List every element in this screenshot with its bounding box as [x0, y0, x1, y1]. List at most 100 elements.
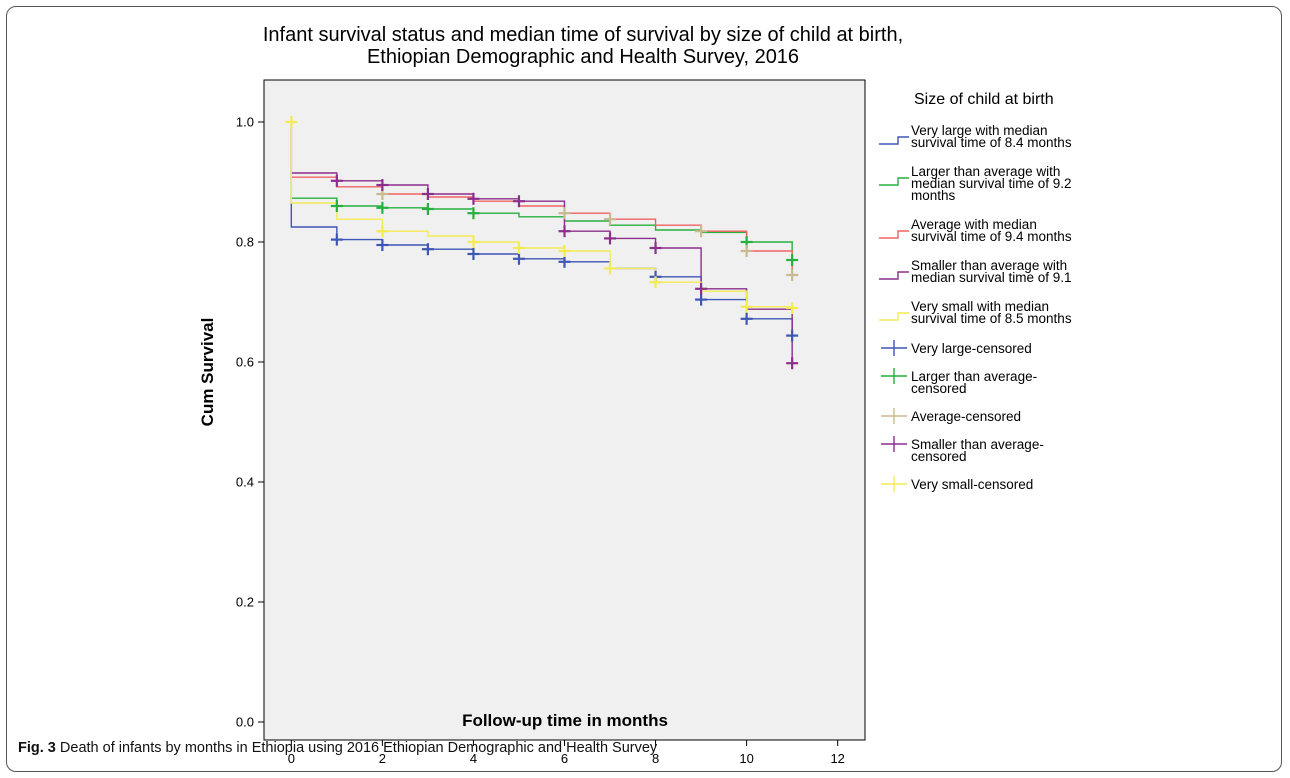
censored-marker	[786, 269, 799, 281]
legend-label: Average with median	[911, 217, 1037, 232]
censored-marker	[421, 243, 434, 256]
legend-label: months	[911, 188, 956, 203]
censored-marker	[740, 300, 753, 313]
figure-caption-label: Fig. 3	[18, 740, 56, 756]
censored-marker	[786, 302, 799, 314]
censored-marker	[512, 242, 525, 254]
censored-marker	[558, 245, 571, 257]
x-tick-label: 4	[470, 751, 477, 766]
x-tick-label: 6	[561, 751, 568, 766]
legend-label: censored	[911, 449, 967, 464]
censored-marker	[604, 232, 617, 245]
y-axis-title: Cum Survival	[198, 318, 217, 427]
legend-label: Average-censored	[911, 409, 1021, 424]
censored-marker	[649, 242, 662, 254]
survival-curve-3	[290, 122, 793, 275]
legend-label: survival time of 8.4 months	[911, 135, 1072, 150]
chart-title-line-2: Ethiopian Demographic and Health Survey,…	[367, 46, 799, 68]
legend-item-censored-5: Very small-censored	[881, 476, 1033, 492]
legend-step-symbol	[879, 177, 909, 186]
figure-caption: Fig. 3 Death of infants by months in Eth…	[18, 740, 657, 756]
legend-label: median survival time of 9.1	[911, 270, 1072, 285]
censored-marker	[330, 233, 343, 246]
censored-marker	[604, 262, 617, 275]
legend-step-symbol	[879, 312, 909, 321]
censored-marker	[512, 195, 525, 208]
series-layer	[290, 122, 793, 364]
legend-label: survival time of 9.4 months	[911, 229, 1072, 244]
y-tick-label: 1.0	[236, 115, 254, 130]
censored-marker	[786, 254, 799, 266]
legend-item-censored-2: Larger than average-censored	[881, 368, 1037, 396]
legend-title: Size of child at birth	[914, 91, 1054, 108]
x-tick-label: 8	[652, 751, 659, 766]
censored-marker	[512, 252, 525, 265]
legend-step-symbol	[879, 136, 909, 145]
legend-label: Larger than average with	[911, 164, 1060, 179]
legend-item-censored-4: Smaller than average-censored	[881, 436, 1044, 464]
legend-label: median survival time of 9.2	[911, 176, 1072, 191]
legend-label: Smaller than average with	[911, 258, 1067, 273]
censored-marker	[330, 200, 343, 212]
censored-marker	[376, 239, 389, 251]
chart-title: Infant survival status and median time o…	[263, 24, 903, 68]
censored-marker	[330, 174, 343, 187]
censored-marker	[695, 225, 708, 238]
legend-label: survival time of 8.5 months	[911, 311, 1072, 326]
censored-marker	[558, 225, 571, 238]
legend-item-censored-1: Very large-censored	[881, 340, 1032, 356]
legend-label: Very large-censored	[911, 341, 1032, 356]
legend-label: Very large with median	[911, 123, 1048, 138]
censored-marker	[376, 201, 389, 214]
legend-label: censored	[911, 381, 967, 396]
legend-label: Larger than average-	[911, 369, 1037, 384]
x-tick-label: 12	[830, 751, 844, 766]
legend-label: Smaller than average-	[911, 437, 1044, 452]
y-tick-label: 0.4	[236, 475, 254, 490]
censored-marker	[467, 248, 480, 260]
figure-frame	[6, 6, 1282, 772]
censored-marker	[421, 203, 434, 215]
legend-item-censored-3: Average-censored	[881, 408, 1021, 424]
y-tick-label: 0.2	[236, 595, 254, 610]
x-tick-label: 2	[379, 751, 386, 766]
survival-curve-5	[290, 122, 793, 308]
censored-marker	[695, 293, 708, 306]
axes: 0 2 4 6 8 10 12 0.0 0.2 0.4 0.6 0.8 1.0	[236, 115, 845, 767]
survival-curve-4	[290, 122, 793, 364]
censored-marker	[558, 255, 571, 268]
y-tick-label: 0.6	[236, 355, 254, 370]
figure-caption-text: Death of infants by months in Ethiopia u…	[55, 740, 658, 756]
censored-marker	[695, 282, 708, 295]
survival-curve-2	[290, 122, 793, 260]
censored-marker	[421, 188, 434, 200]
censored-marker	[558, 207, 571, 220]
censored-marker	[467, 236, 480, 248]
x-axis-title: Follow-up time in months	[462, 711, 668, 730]
censored-marker	[376, 179, 389, 191]
y-tick-label: 0.0	[236, 715, 254, 730]
survival-curve-1	[290, 122, 793, 336]
censored-marker	[740, 312, 753, 325]
legend-label: Very small with median	[911, 299, 1049, 314]
censored-marker	[376, 225, 389, 238]
censored-marker	[786, 329, 799, 342]
censored-marker	[285, 116, 298, 128]
x-tick-label: 10	[739, 751, 753, 766]
legend-label: Very small-censored	[911, 477, 1033, 492]
plot-area	[263, 79, 866, 741]
censored-marker	[740, 245, 753, 257]
legend-step-symbol	[879, 271, 909, 280]
censored-marker	[467, 192, 480, 205]
censored-marker	[649, 276, 662, 289]
legend-step-symbol	[879, 230, 909, 239]
y-tick-label: 0.8	[236, 235, 254, 250]
censored-markers	[285, 116, 799, 370]
